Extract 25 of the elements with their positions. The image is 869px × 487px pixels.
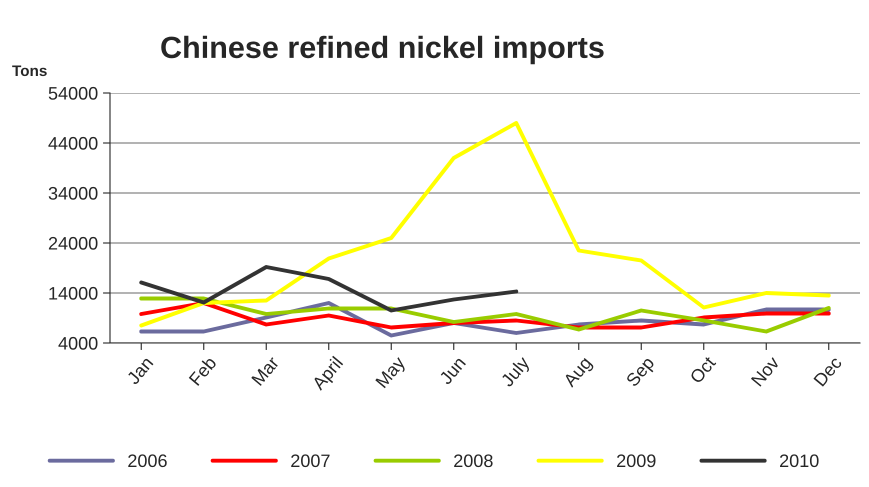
x-tick-label: Oct — [689, 355, 716, 384]
legend-label: 2007 — [291, 454, 330, 468]
y-axis-title: Tons — [12, 65, 47, 76]
x-tick-label: Jun — [438, 356, 466, 386]
x-tick-label: Jan — [126, 356, 154, 386]
y-tick-label: 34000 — [48, 186, 98, 200]
legend-label: 2009 — [617, 454, 656, 468]
x-tick-label: Dec — [813, 356, 842, 387]
chart-title: Chinese refined nickel imports — [161, 36, 604, 64]
x-tick-label: Feb — [188, 355, 217, 386]
y-tick-label: 44000 — [48, 136, 98, 150]
x-tick-label: July — [500, 354, 533, 390]
x-tick-label: Sep — [625, 356, 658, 390]
line-series — [139, 121, 831, 328]
x-tick-label: Mar — [251, 355, 280, 386]
x-tick-label: Aug — [562, 356, 595, 390]
y-tick-label: 14000 — [49, 286, 98, 300]
y-tick-label: 54000 — [48, 86, 98, 100]
line-series — [139, 265, 518, 312]
legend-label: 2008 — [454, 454, 493, 468]
y-tick-label: 4000 — [58, 336, 98, 350]
x-tick-label: Nov — [750, 355, 780, 387]
legend-label: 2006 — [128, 454, 167, 468]
legend-label: 2010 — [780, 454, 819, 468]
y-tick-label: 24000 — [48, 236, 98, 250]
